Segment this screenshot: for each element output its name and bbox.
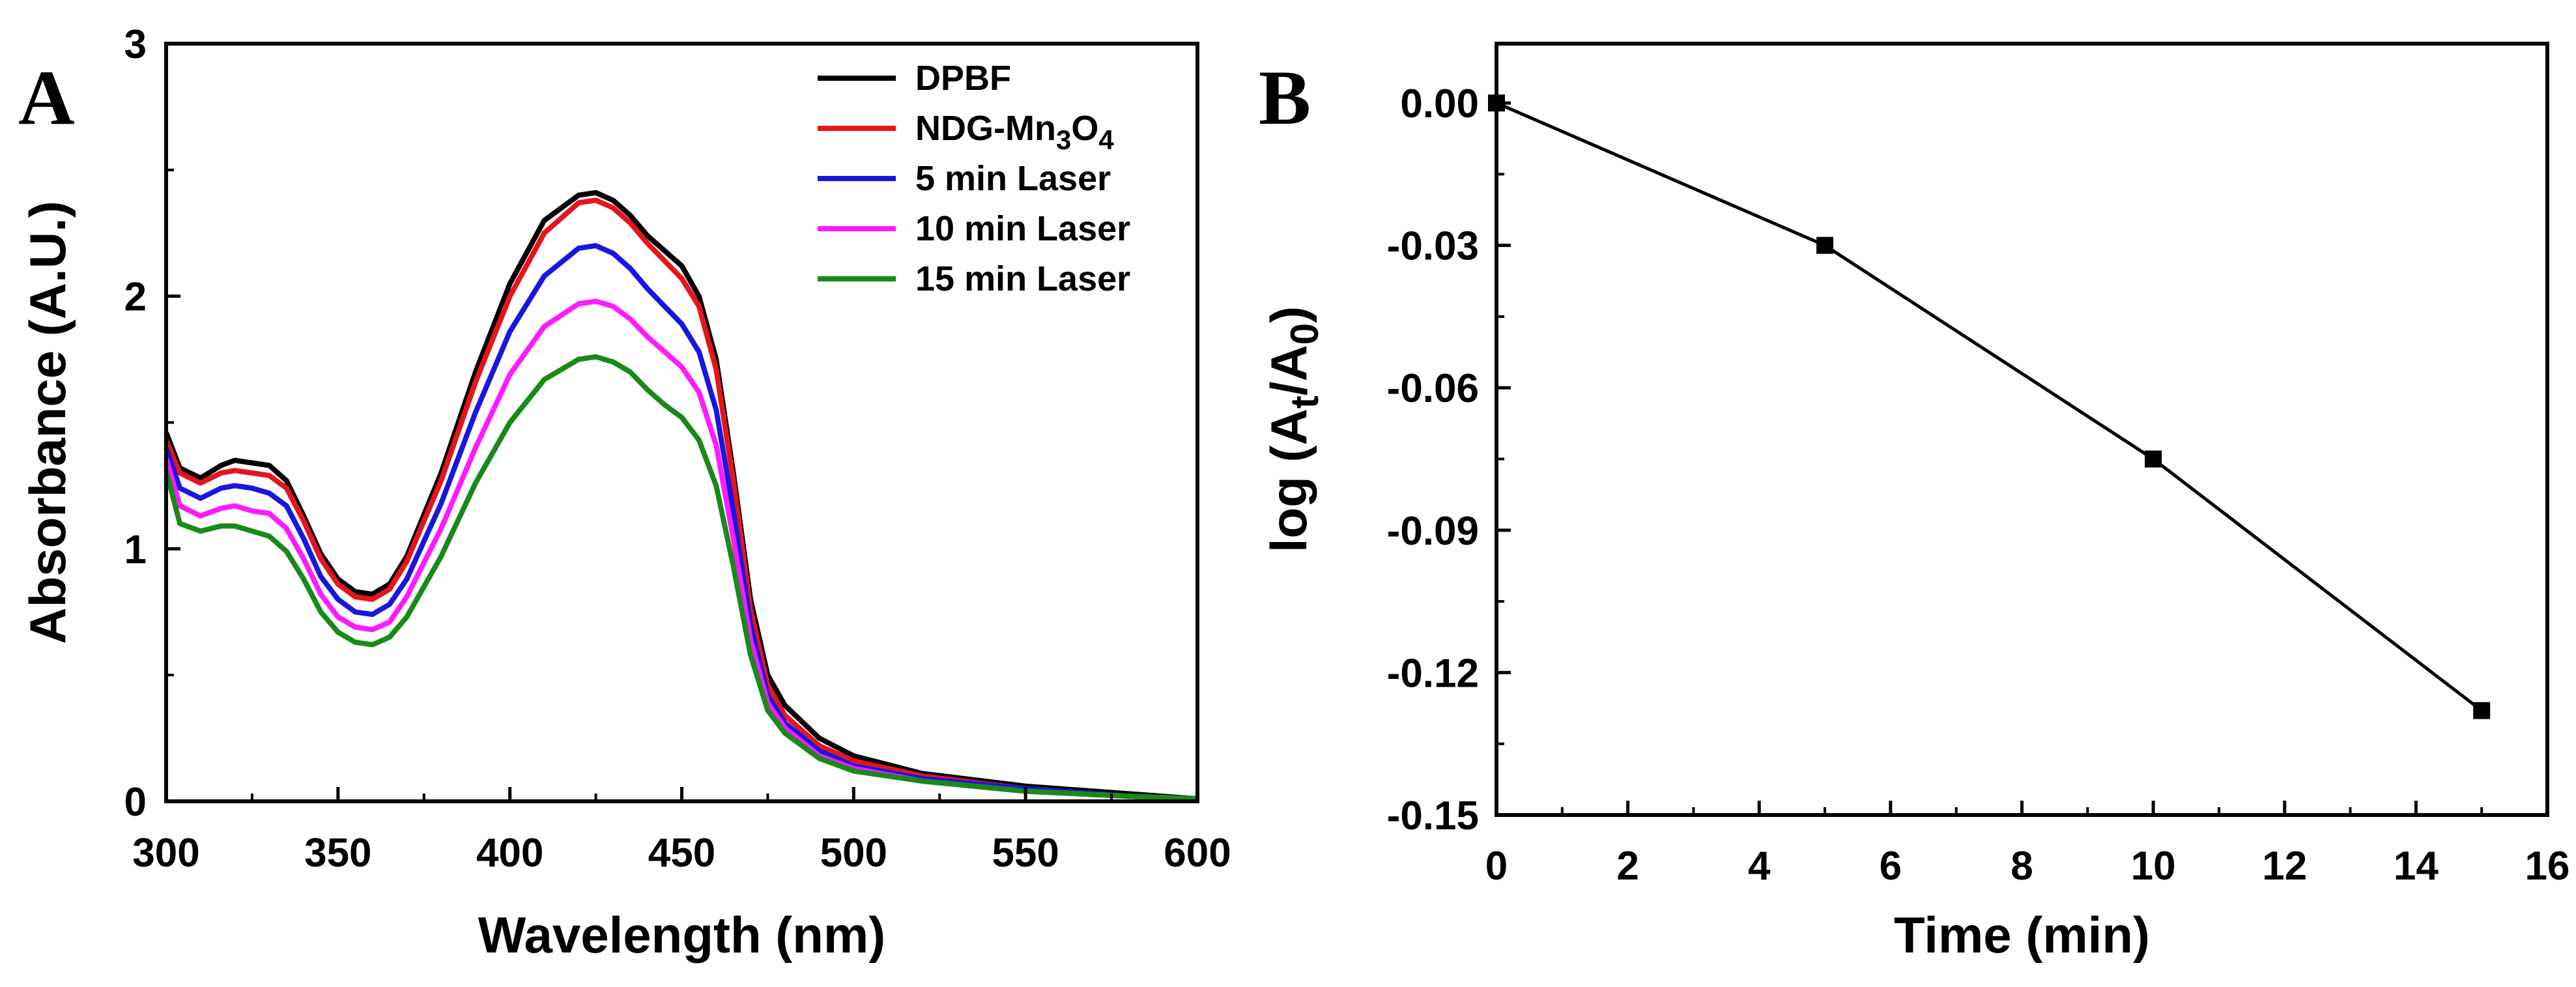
x-tick-label: 12 — [2262, 844, 2307, 889]
x-axis-title: Time (min) — [1894, 906, 2150, 964]
y-axis-title-sub: 0 — [1283, 323, 1326, 345]
plot-frame — [164, 42, 1199, 803]
y-tick-label: 2 — [124, 275, 147, 320]
series-line-1 — [164, 197, 1198, 802]
legend-label-main: 15 min Laser — [915, 259, 1130, 298]
x-tick-label: 350 — [304, 831, 371, 876]
y-tick-label: 0 — [124, 780, 147, 825]
chart-panel-a: 300 350 400 450 500 550 600 0 1 2 3 Wavelength (nm)… — [19, 22, 1231, 964]
series-line-2 — [164, 243, 1198, 802]
x-tick-label: 8 — [2011, 844, 2033, 889]
series-line-0 — [1496, 101, 2483, 712]
y-axis-title: Absorbance (A.U.) — [19, 201, 76, 644]
chart-panel-b: 0 2 4 6 8 10 12 14 16 0.00 -0.03 -0.06 -0.09 -0.12 -0.… — [1260, 42, 2570, 964]
plot-frame — [1495, 42, 2549, 817]
legend-label-mid: O — [1071, 109, 1098, 148]
legend-label-sub: 4 — [1098, 124, 1114, 155]
x-tick-label: 6 — [1880, 844, 1902, 889]
legend-label-3: 10 min Laser — [915, 209, 1130, 248]
legend-label-0: DPBF — [915, 59, 1011, 98]
legend-label-main: 10 min Laser — [915, 209, 1130, 248]
series-line-3 — [164, 298, 1198, 802]
x-tick-label: 550 — [992, 831, 1059, 876]
y-axis-title: log (At/A0) — [1260, 306, 1326, 552]
legend-label-main: 5 min Laser — [915, 159, 1111, 198]
legend-label-2: 5 min Laser — [915, 159, 1111, 198]
data-point-marker — [2473, 702, 2491, 719]
y-tick-label: -0.09 — [1387, 509, 1479, 554]
y-axis-title-sub: t — [1283, 395, 1326, 408]
legend-label-sub: 3 — [1056, 124, 1071, 155]
x-tick-label: 4 — [1748, 844, 1771, 889]
panel-label-b: B — [1259, 54, 1311, 141]
data-point-marker — [2145, 450, 2162, 468]
x-tick-label: 600 — [1164, 831, 1231, 876]
x-axis-title: Wavelength (nm) — [478, 906, 885, 964]
legend-label-main: NDG-Mn — [915, 109, 1056, 148]
x-tick-label: 400 — [476, 831, 543, 876]
legend-label-4: 15 min Laser — [915, 259, 1130, 298]
x-tick-label: 300 — [132, 831, 199, 876]
y-tick-label: 3 — [124, 22, 147, 67]
x-tick-label: 10 — [2131, 844, 2176, 889]
legend-label-1: NDG-Mn3O4 — [915, 109, 1114, 155]
y-tick-label: 1 — [124, 527, 147, 572]
data-point-marker — [1816, 236, 1834, 254]
data-point-marker — [1488, 94, 1505, 112]
x-tick-label: 450 — [648, 831, 715, 876]
x-tick-label: 0 — [1485, 844, 1508, 889]
x-tick-label: 500 — [820, 831, 887, 876]
y-tick-label: -0.03 — [1387, 224, 1479, 269]
y-axis-title-main: log (A — [1260, 408, 1317, 552]
series-line-0 — [164, 190, 1198, 802]
y-axis-title-mid: /A — [1260, 345, 1317, 395]
x-tick-label: 14 — [2394, 844, 2439, 889]
y-tick-label: -0.06 — [1387, 366, 1479, 411]
x-tick-label: 2 — [1616, 844, 1639, 889]
y-tick-label: -0.12 — [1387, 651, 1479, 696]
series-line-4 — [164, 354, 1198, 802]
x-tick-label: 16 — [2525, 844, 2570, 889]
y-tick-label: -0.15 — [1387, 794, 1479, 838]
y-tick-label: 0.00 — [1400, 81, 1479, 126]
y-axis-title-end: ) — [1260, 306, 1317, 323]
legend-label-main: DPBF — [915, 59, 1011, 98]
panel-label-a: A — [18, 54, 75, 141]
